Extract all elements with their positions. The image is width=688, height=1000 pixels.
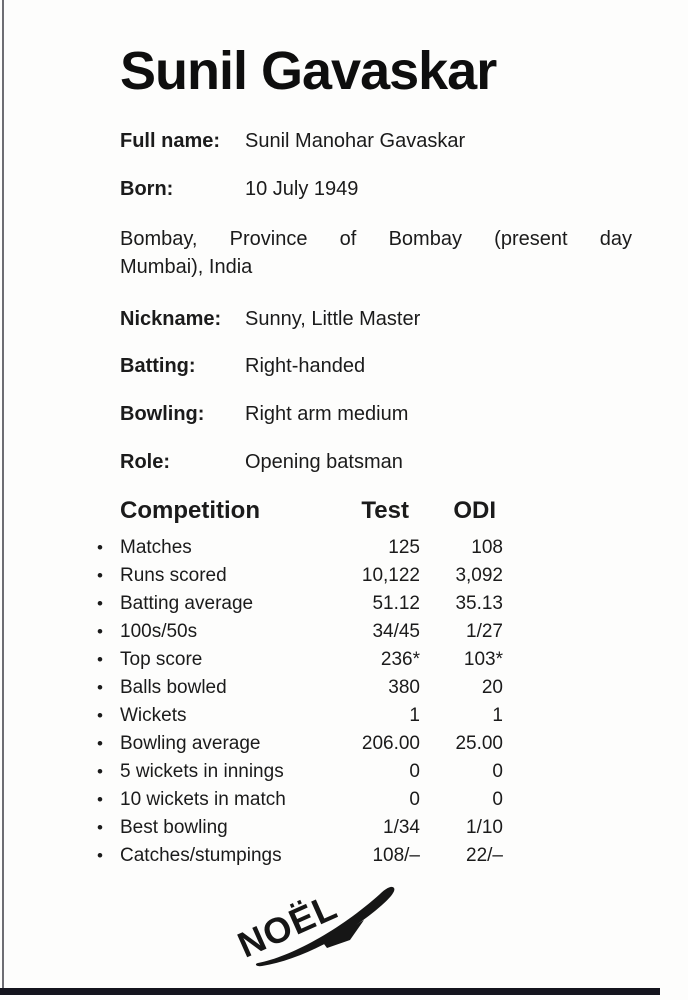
odi-value: 0 — [492, 789, 503, 810]
test-value: 1/34 — [383, 817, 420, 838]
odi-value: 3,092 — [455, 565, 503, 586]
row-label: 100s/50s — [120, 621, 198, 642]
table-row-100s-50s: • 100s/50s 34/45 1/27 — [93, 618, 503, 646]
info-row-full-name: Full name: Sunil Manohar Gavaskar — [120, 129, 632, 153]
test-value: 0 — [409, 789, 420, 810]
row-label: Top score — [120, 649, 203, 670]
bullet-icon: • — [97, 846, 103, 865]
signature-chevron — [324, 920, 364, 948]
row-label: Wickets — [120, 705, 187, 726]
test-value: 108/– — [372, 845, 420, 866]
birthplace-line-2: Mumbai), India — [120, 256, 253, 278]
bullet-icon: • — [97, 622, 103, 641]
table-row-top-score: • Top score 236* 103* — [93, 646, 503, 674]
info-row-bowling: Bowling: Right arm medium — [120, 402, 632, 426]
scan-left-edge-line — [2, 0, 4, 992]
odi-value: 1 — [492, 705, 503, 726]
table-row-best-bowling: • Best bowling 1/34 1/10 — [93, 814, 503, 842]
row-label: 5 wickets in innings — [120, 761, 284, 782]
odi-value: 108 — [471, 537, 503, 558]
row-label: Runs scored — [120, 565, 227, 586]
field-value: Right-handed — [245, 355, 366, 377]
field-label: Full name: — [120, 130, 221, 152]
test-value: 380 — [388, 677, 420, 698]
test-value: 10,122 — [361, 565, 420, 586]
field-label: Bowling: — [120, 403, 205, 425]
bullet-icon: • — [97, 538, 103, 557]
row-label: 10 wickets in match — [120, 789, 286, 810]
bullet-icon: • — [97, 734, 103, 753]
field-label: Nickname: — [120, 308, 222, 330]
odi-value: 25.00 — [455, 733, 503, 754]
table-row-runs-scored: • Runs scored 10,122 3,092 — [93, 562, 503, 590]
column-header-odi: ODI — [453, 497, 496, 524]
test-value: 206.00 — [361, 733, 420, 754]
column-header-test: Test — [361, 497, 409, 524]
bullet-icon: • — [97, 594, 103, 613]
odi-value: 22/– — [466, 845, 503, 866]
info-row-born: Born: 10 July 1949 — [120, 177, 632, 201]
table-row-bowling-average: • Bowling average 206.00 25.00 — [93, 730, 503, 758]
info-row-batting: Batting: Right-handed — [120, 354, 632, 378]
bullet-icon: • — [97, 678, 103, 697]
bullet-icon: • — [97, 566, 103, 585]
bullet-icon: • — [97, 650, 103, 669]
odi-value: 1/27 — [466, 621, 503, 642]
odi-value: 103* — [463, 649, 503, 670]
bullet-icon: • — [97, 706, 103, 725]
row-label: Best bowling — [120, 817, 228, 838]
row-label: Catches/stumpings — [120, 845, 282, 866]
page-title: Sunil Gavaskar — [120, 41, 497, 101]
odi-value: 35.13 — [455, 593, 503, 614]
column-header-competition: Competition — [120, 497, 260, 524]
stats-table-header: Competition Test ODI — [93, 496, 503, 526]
field-value: Opening batsman — [245, 451, 403, 473]
row-label: Bowling average — [120, 733, 261, 754]
table-row-5-wickets-innings: • 5 wickets in innings 0 0 — [93, 758, 503, 786]
test-value: 0 — [409, 761, 420, 782]
stats-table: Competition Test ODI • Matches 125 108 •… — [93, 496, 503, 870]
field-value: Sunny, Little Master — [245, 308, 421, 330]
signature-icon: NOËL — [232, 886, 395, 967]
signature-swoosh — [255, 886, 395, 967]
field-value: Sunil Manohar Gavaskar — [245, 130, 466, 152]
table-row-matches: • Matches 125 108 — [93, 534, 503, 562]
field-label: Batting: — [120, 355, 196, 377]
document-content: Sunil Gavaskar Full name: Sunil Manohar … — [93, 41, 632, 870]
table-row-wickets: • Wickets 1 1 — [93, 702, 503, 730]
test-value: 51.12 — [372, 593, 420, 614]
table-row-batting-average: • Batting average 51.12 35.13 — [93, 590, 503, 618]
table-row-catches-stumpings: • Catches/stumpings 108/– 22/– — [93, 842, 503, 870]
row-label: Batting average — [120, 593, 254, 614]
info-row-role: Role: Opening batsman — [120, 450, 632, 474]
table-row-balls-bowled: • Balls bowled 380 20 — [93, 674, 503, 702]
table-row-10-wickets-match: • 10 wickets in match 0 0 — [93, 786, 503, 814]
test-value: 125 — [388, 537, 420, 558]
odi-value: 20 — [481, 677, 503, 698]
bullet-icon: • — [97, 818, 103, 837]
bullet-icon: • — [97, 762, 103, 781]
row-label: Balls bowled — [120, 677, 227, 698]
field-value: Right arm medium — [245, 403, 409, 425]
odi-value: 1/10 — [466, 817, 503, 838]
scan-bottom-bar — [0, 988, 660, 995]
bullet-icon: • — [97, 790, 103, 809]
field-label: Role: — [120, 451, 170, 473]
birthplace-line-1: Bombay, Province of Bombay (present day — [120, 228, 632, 250]
signature-text: NOËL — [232, 886, 344, 966]
test-value: 236* — [380, 649, 420, 670]
test-value: 1 — [409, 705, 420, 726]
info-row-nickname: Nickname: Sunny, Little Master — [120, 307, 632, 331]
noel-signature-mark: NOËL — [228, 872, 413, 967]
field-label: Born: — [120, 178, 174, 200]
odi-value: 0 — [492, 761, 503, 782]
field-value: 10 July 1949 — [245, 178, 359, 200]
birthplace-paragraph: Bombay, Province of Bombay (present day … — [120, 225, 632, 281]
test-value: 34/45 — [372, 621, 420, 642]
row-label: Matches — [120, 537, 192, 558]
